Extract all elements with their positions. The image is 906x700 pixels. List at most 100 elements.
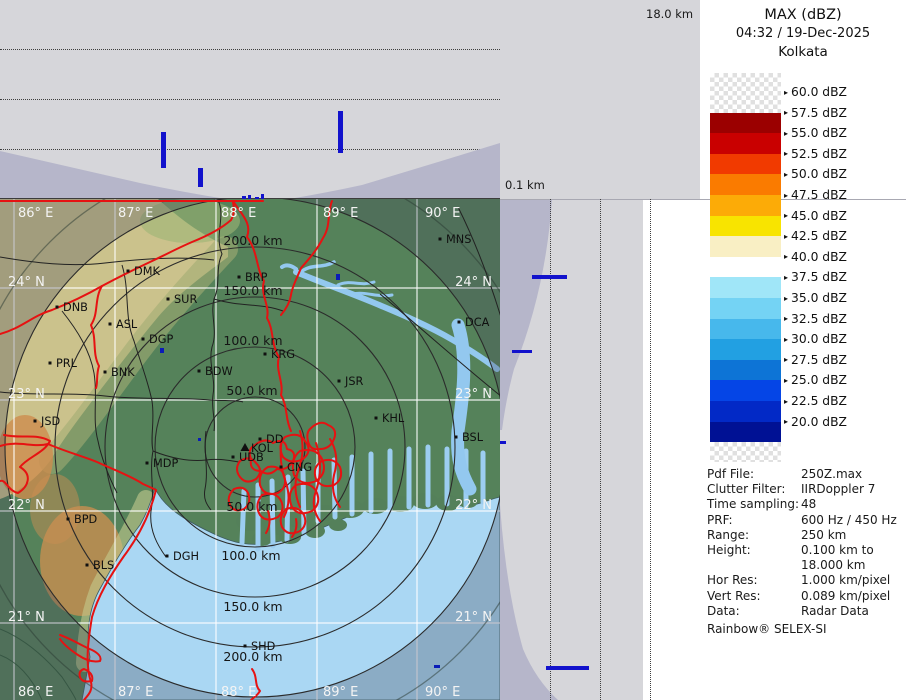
echo-bar: [242, 196, 246, 199]
range-ring-label: 50.0 km: [226, 383, 277, 398]
latitude-label: 23° N: [455, 387, 492, 402]
longitude-label: 90° E: [425, 206, 460, 221]
scale-tick-icon: ▸: [784, 190, 789, 200]
dbz-color-scale: [710, 73, 781, 463]
map-rivers: [280, 260, 500, 496]
station-dot: [66, 517, 70, 521]
panel-top-border: [500, 199, 906, 200]
metadata-value: 0.100 km to: [801, 542, 874, 557]
dbz-scale-label: ▸ 25.0 dBZ: [784, 373, 847, 388]
latitude-label: 22° N: [455, 498, 492, 513]
station-code: SUR: [174, 293, 197, 306]
station-code: BPD: [74, 513, 98, 526]
scale-tick-icon: ▸: [784, 87, 789, 97]
station-code: PRL: [56, 357, 78, 370]
station-dot: [48, 361, 52, 365]
scale-color-block: [710, 236, 781, 257]
station-code: DCA: [465, 316, 490, 329]
latitude-label: 23° N: [8, 387, 45, 402]
scale-transparent-block: [710, 442, 781, 463]
metadata-value: 1.000 km/pixel: [801, 573, 891, 588]
scale-tick-icon: ▸: [784, 211, 789, 221]
map-district-boundaries: [0, 199, 500, 558]
station-code: BSL: [462, 431, 484, 444]
latitude-label: 24° N: [8, 275, 45, 290]
software-brand: Rainbow® SELEX-SI: [707, 622, 827, 636]
station-dot: [145, 461, 149, 465]
scale-color-block: [710, 194, 781, 216]
metadata-label: Range:: [707, 527, 750, 542]
station-code: BNK: [111, 366, 135, 379]
station-code: DGH: [173, 550, 199, 563]
dbz-scale-label: ▸ 52.5 dBZ: [784, 146, 847, 161]
longitude-label: 86° E: [18, 206, 53, 221]
station-dot: [197, 369, 201, 373]
echo-bar: [198, 168, 203, 187]
scale-tick-icon: ▸: [784, 252, 789, 262]
station-code: BLS: [93, 559, 114, 572]
echo-bar: [500, 441, 506, 444]
dbz-scale-label: ▸ 37.5 dBZ: [784, 270, 847, 285]
side-panel-gridline: [550, 199, 551, 700]
echo-bar: [338, 111, 343, 153]
station-dot: [166, 297, 170, 301]
map-coastal-band: [76, 490, 155, 672]
latitude-label: 24° N: [455, 275, 492, 290]
station-code: SHD: [251, 640, 276, 653]
station-code: UDB: [239, 451, 264, 464]
echo-bar: [248, 195, 251, 199]
dbz-scale-label: ▸ 50.0 dBZ: [784, 167, 847, 182]
station-dot: [231, 455, 235, 459]
map-terrain-olive-band: [39, 236, 238, 474]
station-code: BDW: [205, 365, 233, 378]
range-ring-label: 100.0 km: [223, 333, 282, 348]
metadata-row: 18.000 km: [707, 558, 903, 573]
map-radar-echoes: [160, 274, 440, 668]
map-terrain-hills: [30, 474, 80, 544]
station-code: JSD: [40, 415, 61, 428]
station-code: CNG: [287, 461, 312, 474]
metadata-value: 18.000 km: [801, 558, 866, 573]
dbz-scale-label: ▸ 32.5 dBZ: [784, 311, 847, 326]
scale-color-block: [710, 318, 781, 340]
metadata-value: Radar Data: [801, 603, 869, 618]
dbz-value: 32.5 dBZ: [791, 311, 847, 326]
station-dot: [258, 437, 262, 441]
product-title: MAX (dBZ): [764, 7, 842, 23]
station-dot: [85, 563, 89, 567]
station-code: MDP: [153, 457, 178, 470]
longitude-label: 86° E: [18, 685, 53, 700]
station-code: KHL: [382, 412, 405, 425]
side-panel-gridline: [600, 199, 601, 700]
longitude-label: 87° E: [118, 685, 153, 700]
station-dot: [457, 320, 461, 324]
longitude-label: 89° E: [323, 685, 358, 700]
scale-tick-icon: ▸: [784, 417, 789, 427]
scale-color-block: [710, 256, 781, 278]
range-ring-label: 150.0 km: [223, 599, 282, 614]
dbz-scale-label: ▸ 20.0 dBZ: [784, 414, 847, 429]
longitude-label: 87° E: [118, 206, 153, 221]
latitude-label: 21° N: [455, 610, 492, 625]
scale-tick-icon: ▸: [784, 272, 789, 282]
metadata-label: Data:: [707, 603, 740, 618]
graticule-labels: 86° E 86° E 87° E 87° E 88° E 88° E 89° E 89° E…: [8, 206, 492, 700]
metadata-value: 48: [801, 497, 817, 512]
scale-tick-icon: ▸: [784, 231, 789, 241]
dbz-scale-label: ▸ 27.5 dBZ: [784, 352, 847, 367]
metadata-value: 0.089 km/pixel: [801, 588, 891, 603]
dbz-scale-label: ▸ 60.0 dBZ: [784, 85, 847, 100]
metadata-value: IIRDoppler 7: [801, 482, 876, 497]
station-dot: [126, 269, 130, 273]
station-code: BRP: [245, 271, 268, 284]
station-code: DNB: [63, 301, 88, 314]
latitude-label: 21° N: [8, 610, 45, 625]
metadata-row: Hor Res: 1.000 km/pixel: [707, 573, 903, 588]
longitude-label: 89° E: [323, 206, 358, 221]
metadata-label: Height:: [707, 542, 751, 557]
metadata-row: Time sampling: 48: [707, 497, 903, 512]
scan-datetime: 04:32 / 19-Dec-2025: [735, 26, 871, 41]
metadata-value: 250Z.max: [801, 467, 863, 481]
scale-tick-icon: ▸: [784, 108, 789, 118]
scale-color-block: [710, 297, 781, 319]
